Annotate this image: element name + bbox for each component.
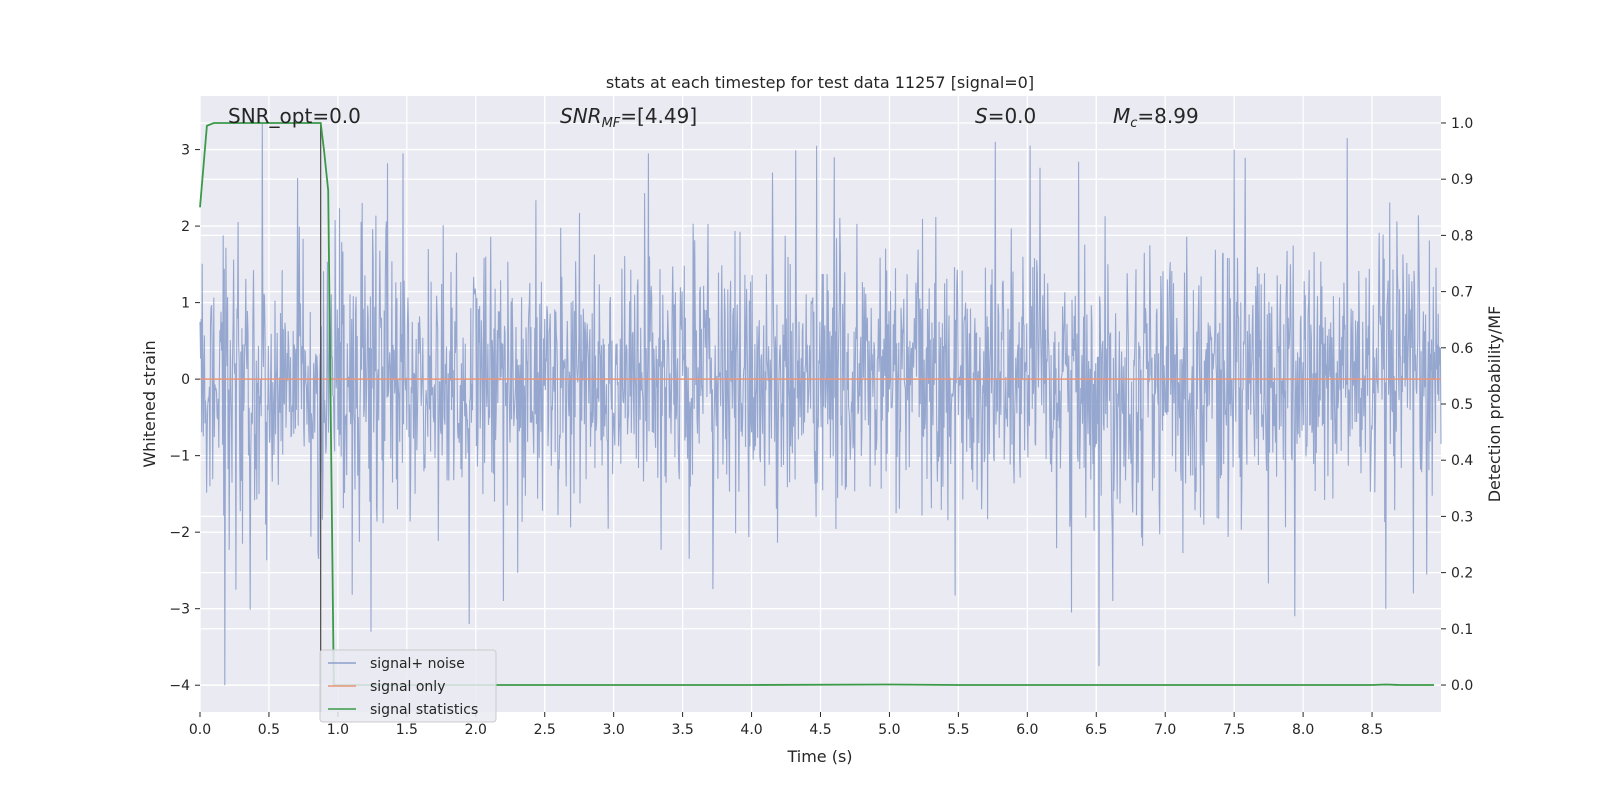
y2-tick-label-3: 0.7 — [1451, 285, 1473, 301]
y-tick-label-1: 2 — [181, 219, 190, 235]
legend-label-signal-statistics: signal statistics — [370, 702, 478, 718]
annotation-snr-mf-sub: MF — [602, 116, 621, 131]
x-tick-label-15: 7.5 — [1223, 722, 1245, 738]
y2-tick-label-9: 0.1 — [1451, 622, 1473, 638]
y-tick-label-5: −2 — [169, 525, 190, 541]
legend: signal+ noise signal only signal statist… — [319, 649, 497, 723]
annotation-snr-mf: SNRMF=[4.49] — [560, 104, 697, 131]
x-tick-label-0: 0.0 — [189, 722, 211, 738]
x-tick-label-1: 0.5 — [258, 722, 280, 738]
annotation-s-main: S — [975, 104, 988, 128]
y-tick-label-4: −1 — [169, 449, 190, 465]
x-tick-label-13: 6.5 — [1085, 722, 1107, 738]
chart-title: stats at each timestep for test data 112… — [606, 73, 1034, 92]
legend-box — [319, 649, 497, 723]
x-tick-label-5: 2.5 — [534, 722, 556, 738]
annotation-snr-mf-value: =[4.49] — [620, 104, 697, 128]
x-tick-label-14: 7.0 — [1154, 722, 1176, 738]
y2-tick-label-1: 0.9 — [1451, 172, 1473, 188]
series-signal-noise — [199, 122, 1442, 686]
x-tick-label-12: 6.0 — [1016, 722, 1038, 738]
x-tick-label-17: 8.5 — [1361, 722, 1383, 738]
y2-tick-label-0: 1.0 — [1451, 116, 1473, 132]
annotation-snr-opt: SNR_opt=0.0 — [228, 104, 361, 128]
y2-axis-label: Detection probability/MF — [1485, 306, 1504, 503]
x-tick-label-16: 8.0 — [1292, 722, 1314, 738]
annotation-mc-value: =8.99 — [1137, 104, 1198, 128]
x-tick-label-2: 1.0 — [327, 722, 349, 738]
y-tick-label-2: 1 — [181, 296, 190, 312]
y-tick-label-0: 3 — [181, 143, 190, 159]
y2-tick-label-2: 0.8 — [1451, 228, 1473, 244]
y2-tick-label-5: 0.5 — [1451, 397, 1473, 413]
annotation-mc: Mc=8.99 — [1113, 104, 1199, 131]
y2-tick-label-6: 0.4 — [1451, 453, 1473, 469]
x-ticks: 0.0 0.5 1.0 1.5 2.0 2.5 3.0 3.5 4.0 4.5 5.0 5.5 6.0 6… — [189, 712, 1383, 738]
x-tick-label-7: 3.5 — [671, 722, 693, 738]
y2-tick-label-7: 0.3 — [1451, 509, 1473, 525]
legend-label-signal-only: signal only — [370, 679, 445, 695]
x-tick-label-9: 4.5 — [809, 722, 831, 738]
annotation-s: S=0.0 — [975, 104, 1036, 128]
annotation-snr-mf-main: SNR — [560, 104, 602, 128]
y-ticks: 3 2 1 0 −1 −2 −3 −4 — [169, 143, 200, 694]
legend-label-signal-noise: signal+ noise — [370, 656, 465, 672]
x-tick-label-11: 5.5 — [947, 722, 969, 738]
annotation-mc-sub: c — [1130, 116, 1137, 131]
x-axis-label: Time (s) — [786, 747, 852, 766]
x-tick-label-4: 2.0 — [465, 722, 487, 738]
y2-tick-label-10: 0.0 — [1451, 678, 1473, 694]
y-tick-label-6: −3 — [169, 602, 190, 618]
annotation-s-value: =0.0 — [988, 104, 1037, 128]
x-tick-label-3: 1.5 — [396, 722, 418, 738]
annotation-mc-main: M — [1113, 104, 1130, 128]
y2-ticks: 1.0 0.9 0.8 0.7 0.6 0.5 0.4 0.3 0.2 0.1 0.0 — [1441, 116, 1473, 694]
y-axis-label: Whitened strain — [140, 340, 159, 467]
x-tick-label-6: 3.0 — [603, 722, 625, 738]
y2-tick-label-4: 0.6 — [1451, 341, 1473, 357]
y-tick-label-3: 0 — [181, 372, 190, 388]
y-tick-label-7: −4 — [169, 678, 190, 694]
x-tick-label-8: 4.0 — [740, 722, 762, 738]
y2-tick-label-8: 0.2 — [1451, 566, 1473, 582]
x-tick-label-10: 5.0 — [878, 722, 900, 738]
